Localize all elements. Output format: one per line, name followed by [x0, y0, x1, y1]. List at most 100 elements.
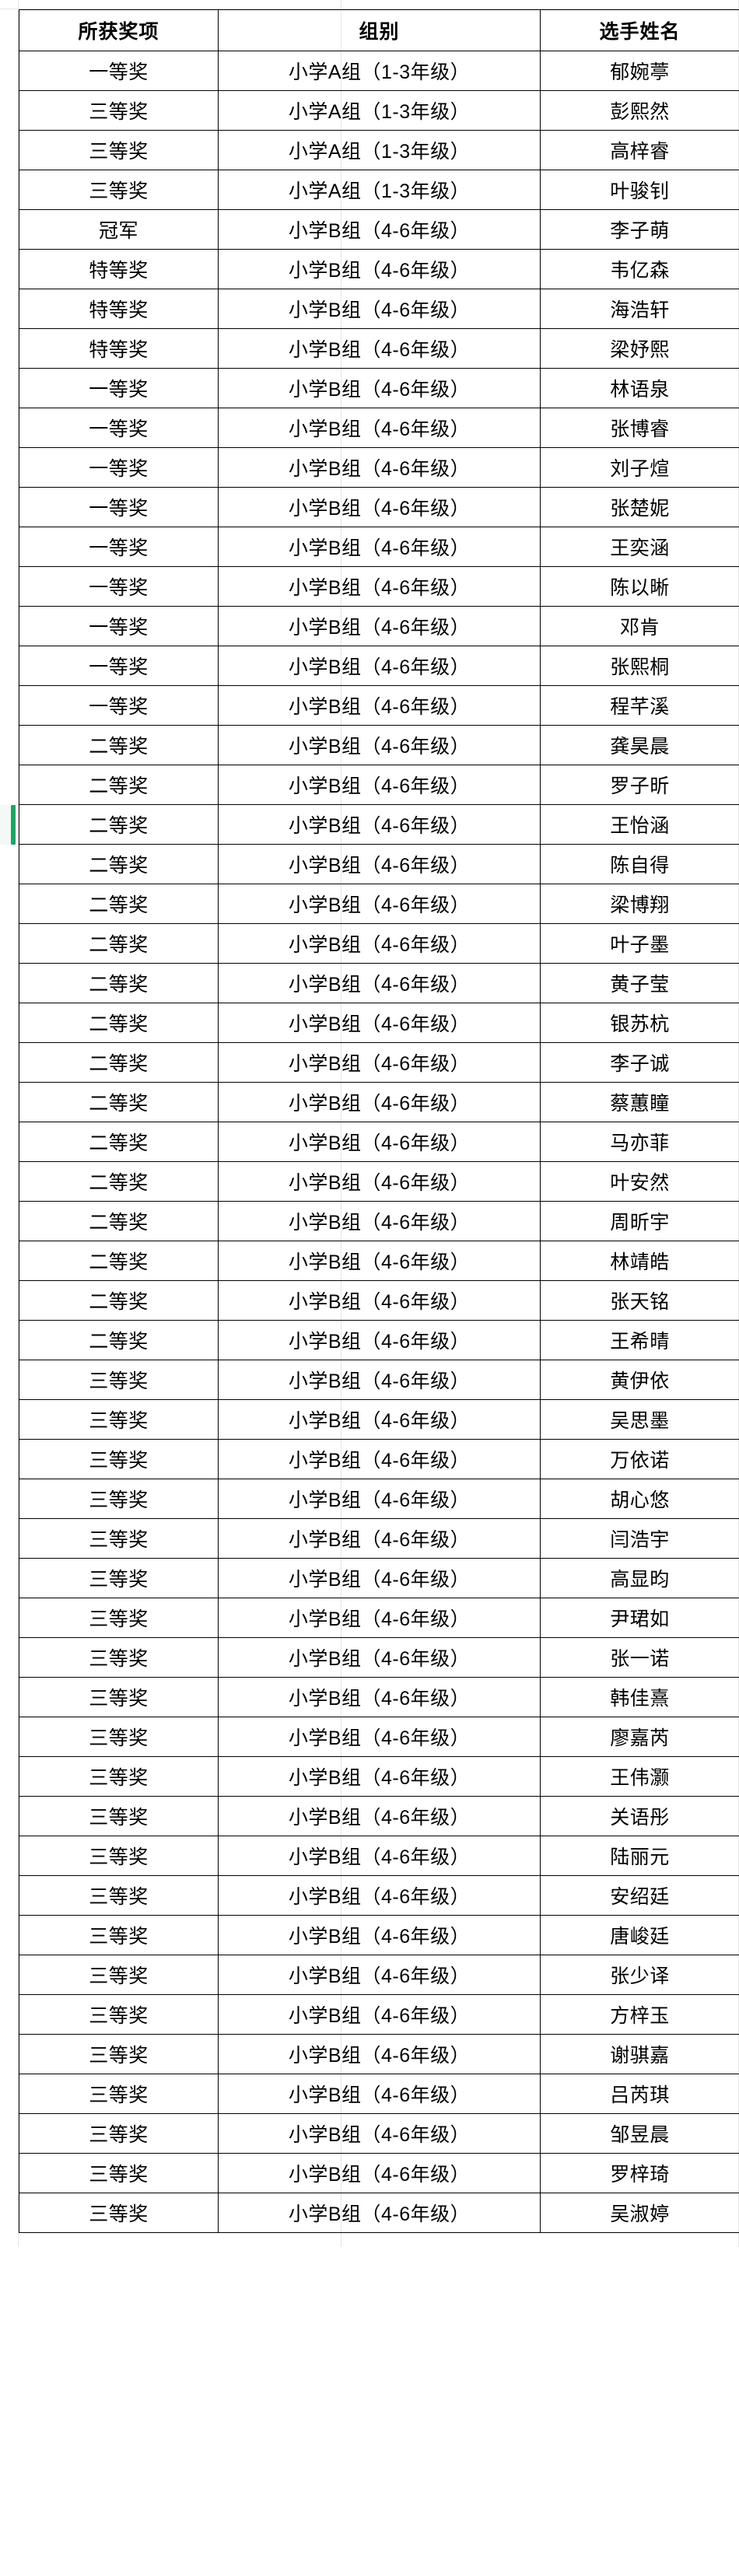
award-cell[interactable]: 二等奖 — [19, 1161, 219, 1202]
column-header-group[interactable]: 组别 — [218, 9, 541, 51]
award-cell[interactable]: 三等奖 — [19, 130, 219, 170]
name-cell[interactable]: 张一诺 — [540, 1637, 739, 1678]
name-cell[interactable]: 陈以晰 — [540, 566, 739, 607]
table-row[interactable]: 一等奖 小学B组（4-6年级） 王奕涵 — [19, 527, 739, 567]
group-cell[interactable]: 小学B组（4-6年级） — [218, 1756, 541, 1797]
name-cell[interactable]: 闫浩宇 — [540, 1518, 739, 1559]
table-row[interactable]: 三等奖 小学B组（4-6年级） 王伟灏 — [19, 1756, 739, 1797]
name-cell[interactable]: 彭熙然 — [540, 90, 739, 131]
group-cell[interactable]: 小学B组（4-6年级） — [218, 1875, 541, 1916]
name-cell[interactable]: 韩佳熹 — [540, 1677, 739, 1717]
award-cell[interactable]: 二等奖 — [19, 765, 219, 805]
award-cell[interactable]: 二等奖 — [19, 1003, 219, 1043]
award-cell[interactable]: 三等奖 — [19, 2193, 219, 2233]
group-cell[interactable]: 小学B组（4-6年级） — [218, 725, 541, 765]
group-cell[interactable]: 小学B组（4-6年级） — [218, 1201, 541, 1241]
group-cell[interactable]: 小学B组（4-6年级） — [218, 2193, 541, 2233]
award-cell[interactable]: 三等奖 — [19, 1518, 219, 1559]
group-cell[interactable]: 小学B组（4-6年级） — [218, 1280, 541, 1321]
award-cell[interactable]: 一等奖 — [19, 487, 219, 527]
table-row[interactable]: 二等奖 小学B组（4-6年级） 黄子莹 — [19, 963, 739, 1003]
name-cell[interactable]: 林语泉 — [540, 368, 739, 408]
award-cell[interactable]: 二等奖 — [19, 1280, 219, 1321]
table-row[interactable]: 二等奖 小学B组（4-6年级） 梁博翔 — [19, 884, 739, 924]
award-cell[interactable]: 一等奖 — [19, 368, 219, 408]
name-cell[interactable]: 周昕宇 — [540, 1201, 739, 1241]
group-cell[interactable]: 小学B组（4-6年级） — [218, 963, 541, 1003]
award-cell[interactable]: 三等奖 — [19, 1756, 219, 1797]
table-row[interactable]: 三等奖 小学B组（4-6年级） 尹珺如 — [19, 1598, 739, 1638]
name-cell[interactable]: 胡心悠 — [540, 1479, 739, 1519]
name-cell[interactable]: 高梓睿 — [540, 130, 739, 170]
award-cell[interactable]: 三等奖 — [19, 170, 219, 210]
group-cell[interactable]: 小学B组（4-6年级） — [218, 606, 541, 646]
name-cell[interactable]: 罗子昕 — [540, 765, 739, 805]
table-row[interactable]: 一等奖 小学B组（4-6年级） 程芊溪 — [19, 685, 739, 726]
table-row[interactable]: 一等奖 小学B组（4-6年级） 陈以晰 — [19, 566, 739, 607]
table-row[interactable]: 二等奖 小学B组（4-6年级） 银苏杭 — [19, 1003, 739, 1043]
name-cell[interactable]: 蔡蕙瞳 — [540, 1082, 739, 1122]
group-cell[interactable]: 小学B组（4-6年级） — [218, 1677, 541, 1717]
group-cell[interactable]: 小学B组（4-6年级） — [218, 1161, 541, 1202]
name-cell[interactable]: 吴思墨 — [540, 1399, 739, 1440]
name-cell[interactable]: 张天铭 — [540, 1280, 739, 1321]
group-cell[interactable]: 小学B组（4-6年级） — [218, 765, 541, 805]
table-row[interactable]: 特等奖 小学B组（4-6年级） 梁妤熙 — [19, 328, 739, 369]
group-cell[interactable]: 小学B组（4-6年级） — [218, 1796, 541, 1836]
table-row[interactable]: 三等奖 小学B组（4-6年级） 陆丽元 — [19, 1836, 739, 1876]
table-row[interactable]: 一等奖 小学B组（4-6年级） 张熙桐 — [19, 646, 739, 686]
table-row[interactable]: 三等奖 小学B组（4-6年级） 吴淑婷 — [19, 2193, 739, 2233]
table-row[interactable]: 二等奖 小学B组（4-6年级） 张天铭 — [19, 1280, 739, 1321]
group-cell[interactable]: 小学B组（4-6年级） — [218, 1518, 541, 1559]
table-row[interactable]: 三等奖 小学B组（4-6年级） 方梓玉 — [19, 1994, 739, 2035]
table-row[interactable]: 一等奖 小学B组（4-6年级） 刘子煊 — [19, 447, 739, 488]
award-cell[interactable]: 一等奖 — [19, 527, 219, 567]
name-cell[interactable]: 银苏杭 — [540, 1003, 739, 1043]
award-cell[interactable]: 二等奖 — [19, 1122, 219, 1162]
group-cell[interactable]: 小学B组（4-6年级） — [218, 1717, 541, 1757]
table-row[interactable]: 二等奖 小学B组（4-6年级） 龚昊晨 — [19, 725, 739, 765]
name-cell[interactable]: 王怡涵 — [540, 804, 739, 845]
table-row[interactable]: 三等奖 小学B组（4-6年级） 安绍廷 — [19, 1875, 739, 1916]
table-row[interactable]: 三等奖 小学B组（4-6年级） 高显昀 — [19, 1558, 739, 1598]
group-cell[interactable]: 小学B组（4-6年级） — [218, 566, 541, 607]
group-cell[interactable]: 小学B组（4-6年级） — [218, 2074, 541, 2114]
table-row[interactable]: 特等奖 小学B组（4-6年级） 海浩轩 — [19, 289, 739, 329]
name-cell[interactable]: 叶骏钊 — [540, 170, 739, 210]
name-cell[interactable]: 唐峻廷 — [540, 1915, 739, 1955]
column-header-name[interactable]: 选手姓名 — [540, 9, 739, 51]
group-cell[interactable]: 小学B组（4-6年级） — [218, 923, 541, 964]
table-row[interactable]: 三等奖 小学B组（4-6年级） 邹昱晨 — [19, 2113, 739, 2154]
table-row[interactable]: 二等奖 小学B组（4-6年级） 蔡蕙瞳 — [19, 1082, 739, 1122]
name-cell[interactable]: 叶子墨 — [540, 923, 739, 964]
table-row[interactable]: 冠军 小学B组（4-6年级） 李子萌 — [19, 209, 739, 250]
group-cell[interactable]: 小学A组（1-3年级） — [218, 90, 541, 131]
name-cell[interactable]: 王希晴 — [540, 1320, 739, 1360]
table-row[interactable]: 二等奖 小学B组（4-6年级） 叶安然 — [19, 1161, 739, 1202]
group-cell[interactable]: 小学B组（4-6年级） — [218, 1042, 541, 1083]
award-cell[interactable]: 特等奖 — [19, 249, 219, 289]
name-cell[interactable]: 安绍廷 — [540, 1875, 739, 1916]
name-cell[interactable]: 高显昀 — [540, 1558, 739, 1598]
award-cell[interactable]: 二等奖 — [19, 1320, 219, 1360]
award-cell[interactable]: 三等奖 — [19, 1439, 219, 1479]
award-cell[interactable]: 三等奖 — [19, 1399, 219, 1440]
group-cell[interactable]: 小学A组（1-3年级） — [218, 170, 541, 210]
table-row[interactable]: 二等奖 小学B组（4-6年级） 周昕宇 — [19, 1201, 739, 1241]
table-row[interactable]: 二等奖 小学B组（4-6年级） 陈自得 — [19, 844, 739, 884]
group-cell[interactable]: 小学B组（4-6年级） — [218, 685, 541, 726]
group-cell[interactable]: 小学B组（4-6年级） — [218, 1479, 541, 1519]
group-cell[interactable]: 小学B组（4-6年级） — [218, 804, 541, 845]
award-cell[interactable]: 三等奖 — [19, 1875, 219, 1916]
group-cell[interactable]: 小学B组（4-6年级） — [218, 1360, 541, 1400]
name-cell[interactable]: 陈自得 — [540, 844, 739, 884]
award-cell[interactable]: 三等奖 — [19, 1796, 219, 1836]
group-cell[interactable]: 小学B组（4-6年级） — [218, 2034, 541, 2074]
award-cell[interactable]: 三等奖 — [19, 1558, 219, 1598]
award-cell[interactable]: 一等奖 — [19, 566, 219, 607]
award-cell[interactable]: 三等奖 — [19, 1717, 219, 1757]
award-cell[interactable]: 一等奖 — [19, 447, 219, 488]
award-cell[interactable]: 三等奖 — [19, 1994, 219, 2035]
group-cell[interactable]: 小学B组（4-6年级） — [218, 1836, 541, 1876]
name-cell[interactable]: 方梓玉 — [540, 1994, 739, 2035]
